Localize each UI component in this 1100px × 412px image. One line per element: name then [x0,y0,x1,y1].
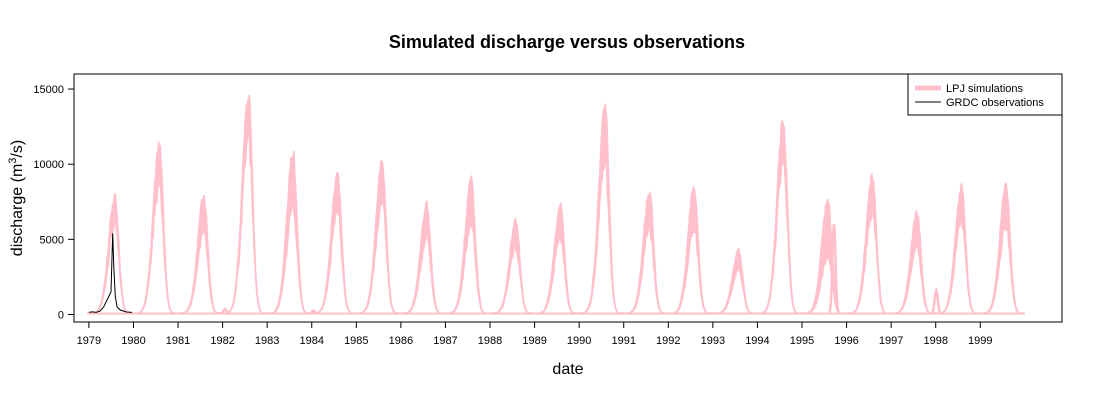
x-tick-label: 1990 [567,335,591,347]
y-tick-label: 5000 [40,234,64,246]
y-axis-label-sup: 3 [7,158,19,164]
y-axis-label: discharge (m3/s) [7,140,26,256]
lpj-simulation-band [86,94,1025,315]
simulation-peak-1987 [443,174,491,315]
simulation-bump [308,309,319,315]
grdc-observation-line [88,233,133,313]
x-tick-label: 1991 [611,335,635,347]
legend-label-lpj: LPJ simulations [946,83,1024,95]
y-tick-label: 0 [58,309,64,321]
chart-title: Simulated discharge versus observations [389,32,745,52]
simulation-bump [930,286,942,315]
simulation-bump [219,307,231,315]
y-tick-label: 10000 [33,159,64,171]
y-tick-label: 15000 [33,84,64,96]
x-tick-label: 1993 [701,335,725,347]
simulation-peak-1983 [264,150,312,315]
simulation-peak-1980 [131,141,179,315]
legend-label-grdc: GRDC observations [946,97,1044,109]
x-tick-label: 1979 [77,335,101,347]
simulation-peak-1984 [309,171,357,315]
x-tick-label: 1983 [255,335,279,347]
y-axis: 0 5000 10000 15000 [33,84,75,321]
y-axis-label-tail: /s) [9,140,26,158]
simulation-peak-1998 [933,183,981,315]
x-axis-label: date [552,361,583,378]
x-tick-label: 1992 [656,335,680,347]
x-tick-label: 1987 [433,335,457,347]
simulation-peak-1992 [666,186,713,315]
simulation-peak-1993 [710,247,758,315]
simulation-peak-1988 [488,216,535,315]
simulation-peak-1981 [176,194,223,315]
simulation-peak-1994 [755,119,803,315]
x-tick-label: 1997 [879,335,903,347]
simulation-peak-1996 [844,173,892,315]
x-tick-label: 1982 [210,335,234,347]
legend: LPJ simulations GRDC observations [907,73,1063,116]
simulation-peak-1991 [621,191,669,315]
y-axis-label-base: discharge (m [9,164,26,256]
observation-series-line [88,233,133,313]
simulation-peak-1999 [978,182,1025,315]
simulation-peak-1995 [799,198,847,315]
x-tick-label: 1989 [522,335,546,347]
simulation-peak-1985 [354,160,402,315]
x-tick-label: 1981 [166,335,190,347]
x-tick-label: 1998 [923,335,947,347]
simulation-bump [827,224,841,315]
x-axis: 1979 1980 1981 1982 1983 1984 1985 1986 1987 1988… [77,321,993,347]
x-tick-label: 1984 [300,335,324,347]
x-tick-label: 1995 [790,335,814,347]
x-tick-label: 1980 [121,335,145,347]
simulation-peak-1997 [889,208,937,315]
simulation-peak-1989 [532,202,580,315]
simulation-peak-1986 [399,199,446,315]
x-tick-label: 1994 [745,335,769,347]
x-tick-label: 1985 [344,335,368,347]
x-tick-label: 1986 [389,335,413,347]
x-tick-label: 1996 [834,335,858,347]
simulation-peak-1990 [577,103,624,315]
simulation-peak-1982 [220,94,268,315]
simulation-peak-1979 [86,192,134,315]
legend-box [907,73,1063,116]
x-tick-label: 1999 [968,335,992,347]
x-tick-label: 1988 [478,335,502,347]
